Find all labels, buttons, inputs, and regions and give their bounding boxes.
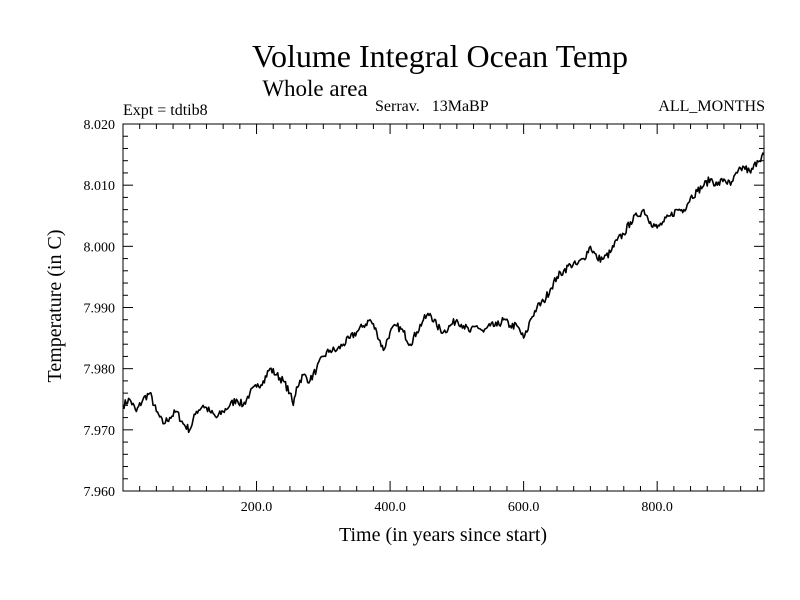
- y-tick-label: 8.020: [84, 118, 116, 133]
- annotation-serravallian: Serrav. 13MaBP: [375, 98, 489, 115]
- y-axis-label: Temperature (in C): [44, 230, 66, 383]
- axes-layer: 200.0 400.0 600.0 800.0 7.960 7.970 7.980 7.990…: [84, 118, 764, 515]
- x-axis-label: Time (in years since start): [339, 524, 547, 546]
- x-tick-label: 200.0: [241, 500, 273, 515]
- y-tick-label: 7.980: [84, 363, 116, 378]
- annotation-months: ALL_MONTHS: [658, 98, 765, 115]
- y-tick-label: 7.990: [84, 302, 116, 317]
- y-tick-label: 7.960: [84, 485, 116, 500]
- y-tick-label: 8.000: [84, 240, 116, 255]
- plot-frame: [122, 123, 765, 492]
- temperature-series-line: [122, 152, 765, 434]
- y-tick-label: 7.970: [84, 424, 116, 439]
- annotation-experiment: Expt = tdtib8: [123, 102, 208, 119]
- chart-title: Volume Integral Ocean Temp: [252, 38, 628, 74]
- y-tick-label: 8.010: [84, 179, 116, 194]
- x-tick-label: 600.0: [508, 500, 540, 515]
- x-tick-label: 400.0: [374, 500, 406, 515]
- chart-subtitle: Whole area: [262, 76, 367, 101]
- x-tick-label: 800.0: [641, 500, 673, 515]
